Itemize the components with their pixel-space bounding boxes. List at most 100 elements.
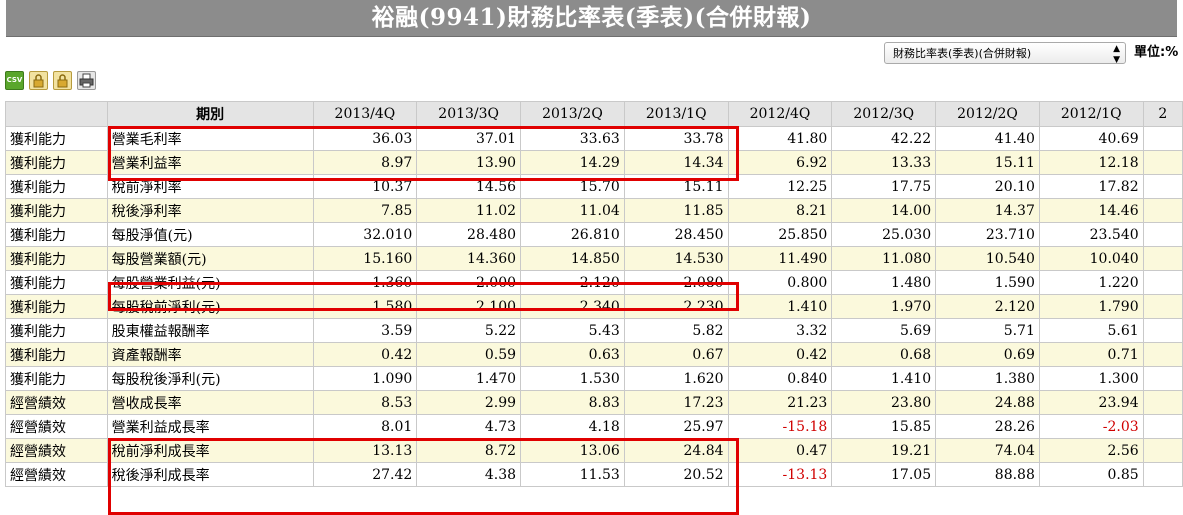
value-cell: 2.56	[1038, 438, 1144, 463]
value-cell: 10.040	[1038, 246, 1144, 271]
value-cell: 11.080	[831, 246, 937, 271]
value-cell: 4.73	[416, 414, 522, 439]
value-cell: 28.450	[623, 222, 729, 247]
value-cell: 25.030	[831, 222, 937, 247]
value-cell: 5.69	[831, 318, 937, 343]
value-cell: 12.25	[727, 174, 833, 199]
value-cell: 14.46	[1038, 198, 1144, 223]
value-cell: 1.470	[416, 366, 522, 391]
value-cell: 5.61	[1038, 318, 1144, 343]
value-cell: -15.18	[727, 414, 833, 439]
row-category: 獲利能力	[5, 366, 108, 391]
value-cell: 8.01	[312, 414, 418, 439]
value-cell: 8.97	[312, 150, 418, 175]
value-cell: 41.40	[935, 126, 1040, 151]
ratio-table-container[interactable]: 期別 2013/4Q 2013/3Q 2013/2Q 2013/1Q 2012/4Q 201…	[5, 101, 1183, 515]
value-cell: 17.75	[831, 174, 937, 199]
row-item-label: 每股稅後淨利(元)	[106, 366, 314, 391]
overflow-cell	[1142, 150, 1183, 175]
value-cell: 2.100	[416, 294, 522, 319]
value-cell: 28.480	[416, 222, 522, 247]
value-cell: 1.590	[935, 270, 1040, 295]
value-cell: 0.68	[831, 342, 937, 367]
row-category: 獲利能力	[5, 318, 108, 343]
row-item-label: 股東權益報酬率	[106, 318, 314, 343]
value-cell: 14.530	[623, 246, 729, 271]
value-cell: 1.620	[623, 366, 729, 391]
value-cell: 20.10	[935, 174, 1040, 199]
overflow-cell	[1142, 414, 1183, 439]
value-cell: 13.13	[312, 438, 418, 463]
value-cell: 14.00	[831, 198, 937, 223]
value-cell: 5.82	[623, 318, 729, 343]
value-cell: 14.34	[623, 150, 729, 175]
value-cell: 6.92	[727, 150, 833, 175]
value-cell: 7.85	[312, 198, 418, 223]
value-cell: 12.18	[1038, 150, 1144, 175]
row-item-label: 稅前淨利率	[106, 174, 314, 199]
row-item-label: 營收成長率	[106, 390, 314, 415]
table-row: 獲利能力 稅後淨利率 7.85 11.02 11.04 11.85 8.21 14.00 14.…	[5, 198, 1183, 223]
value-cell: 41.80	[727, 126, 833, 151]
value-cell: 26.810	[520, 222, 625, 247]
value-cell: 2.000	[416, 270, 522, 295]
column-header[interactable]: 2012/2Q	[935, 101, 1040, 127]
table-row: 獲利能力 每股營業利益(元) 1.360 2.000 2.120 2.080 0.800 1.…	[5, 270, 1183, 295]
value-cell: 8.72	[416, 438, 522, 463]
value-cell: 2.120	[935, 294, 1040, 319]
column-header[interactable]: 2	[1142, 101, 1183, 127]
table-row: 獲利能力 每股營業額(元) 15.160 14.360 14.850 14.530 11.4…	[5, 246, 1183, 271]
value-cell: 0.67	[623, 342, 729, 367]
value-cell: 3.32	[727, 318, 833, 343]
value-cell: 23.710	[935, 222, 1040, 247]
row-category: 獲利能力	[5, 294, 108, 319]
value-cell: 1.300	[1038, 366, 1144, 391]
table-row: 獲利能力 每股淨值(元) 32.010 28.480 26.810 28.450 25.85…	[5, 222, 1183, 247]
value-cell: 17.05	[831, 462, 937, 487]
value-cell: 15.11	[623, 174, 729, 199]
value-cell: 11.53	[520, 462, 625, 487]
row-item-label: 資產報酬率	[106, 342, 314, 367]
printer-icon[interactable]	[77, 71, 96, 90]
table-row: 經營績效 稅前淨利成長率 13.13 8.72 13.06 24.84 0.47 19.21 7…	[5, 438, 1183, 463]
column-header[interactable]: 2013/2Q	[520, 101, 625, 127]
value-cell: 0.800	[727, 270, 833, 295]
lock-icon[interactable]	[53, 71, 72, 90]
column-header[interactable]: 2012/3Q	[831, 101, 937, 127]
value-cell: 5.71	[935, 318, 1040, 343]
column-header[interactable]: 2013/1Q	[623, 101, 729, 127]
value-cell: 37.01	[416, 126, 522, 151]
value-cell: 1.410	[831, 366, 937, 391]
page-title: 裕融(9941)財務比率表(季表)(合併財報)	[6, 0, 1177, 37]
overflow-cell	[1142, 126, 1183, 151]
overflow-cell	[1142, 198, 1183, 223]
table-row: 獲利能力 稅前淨利率 10.37 14.56 15.70 15.11 12.25 17.75 2…	[5, 174, 1183, 199]
value-cell: 28.26	[935, 414, 1040, 439]
column-header[interactable]: 2013/4Q	[312, 101, 418, 127]
column-header[interactable]: 2012/1Q	[1038, 101, 1144, 127]
report-type-select[interactable]: 財務比率表(季表)(合併財報) ▲ ▼	[884, 42, 1126, 65]
value-cell: 27.42	[312, 462, 418, 487]
value-cell: 1.970	[831, 294, 937, 319]
value-cell: 15.160	[312, 246, 418, 271]
column-header[interactable]: 2012/4Q	[727, 101, 833, 127]
value-cell: 19.21	[831, 438, 937, 463]
value-cell: 23.94	[1038, 390, 1144, 415]
value-cell: 2.120	[520, 270, 625, 295]
row-item-label: 每股營業額(元)	[106, 246, 314, 271]
table-row: 獲利能力 資產報酬率 0.42 0.59 0.63 0.67 0.42 0.68 0.69 0.7…	[5, 342, 1183, 367]
value-cell: 0.42	[312, 342, 418, 367]
row-category: 獲利能力	[5, 198, 108, 223]
overflow-cell	[1142, 270, 1183, 295]
lock-icon[interactable]	[29, 71, 48, 90]
value-cell: 25.97	[623, 414, 729, 439]
value-cell: 33.78	[623, 126, 729, 151]
row-category: 獲利能力	[5, 150, 108, 175]
value-cell: 0.71	[1038, 342, 1144, 367]
column-header[interactable]: 2013/3Q	[416, 101, 522, 127]
csv-export-button[interactable]: CSV	[5, 71, 24, 90]
table-row: 經營績效 營業利益成長率 8.01 4.73 4.18 25.97 -15.18 15.85 2…	[5, 414, 1183, 439]
table-row: 經營績效 營收成長率 8.53 2.99 8.83 17.23 21.23 23.80 24.8…	[5, 390, 1183, 415]
value-cell: 17.82	[1038, 174, 1144, 199]
row-item-label: 稅後淨利成長率	[106, 462, 314, 487]
